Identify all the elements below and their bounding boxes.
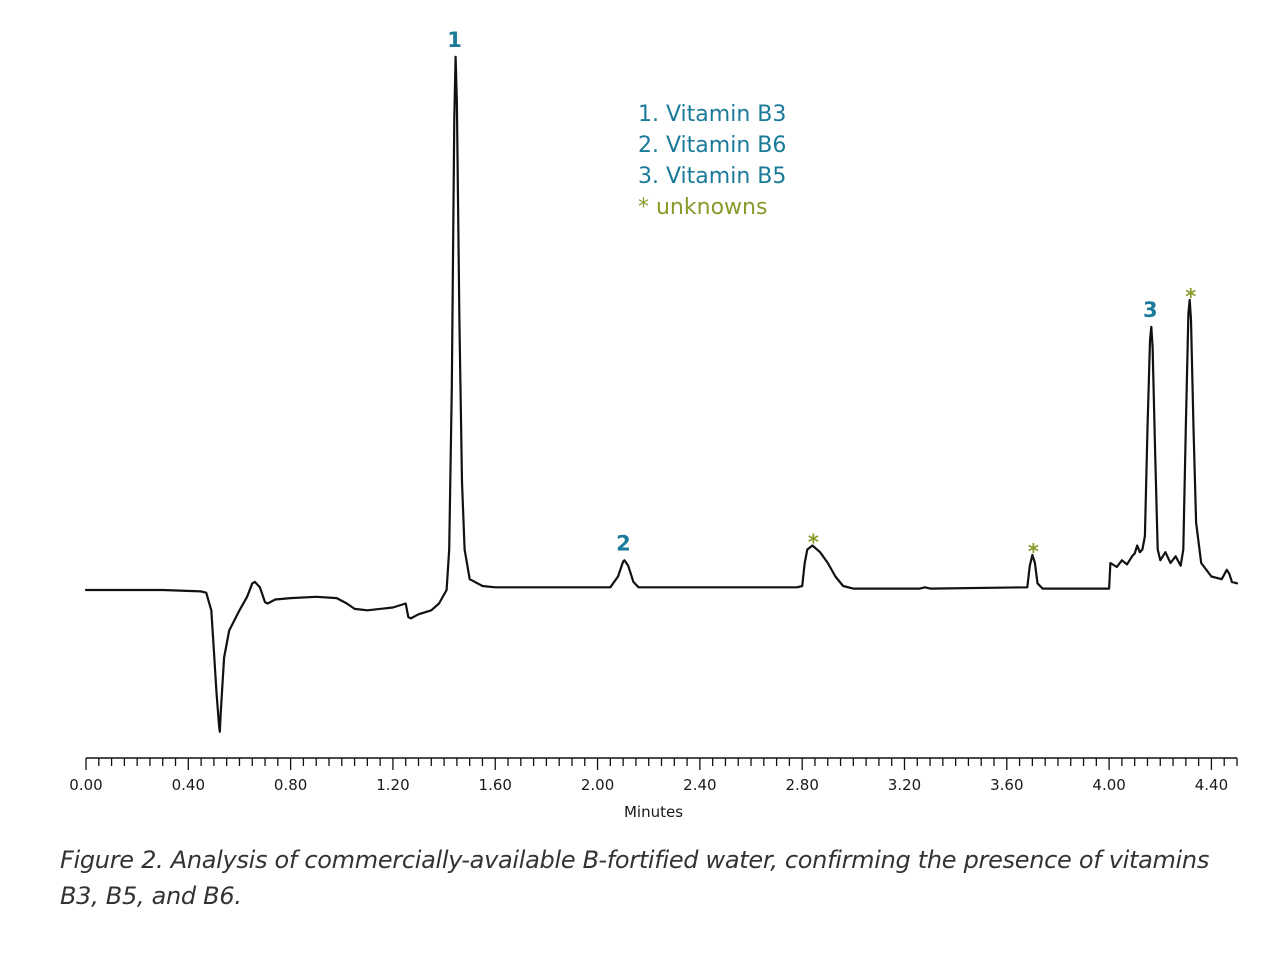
x-tick-label: 2.80 xyxy=(785,776,818,794)
legend-entry: * unknowns xyxy=(638,195,767,220)
peak-labels: 1 2 * * 3 * xyxy=(447,28,1196,564)
x-tick-label: 4.40 xyxy=(1195,776,1228,794)
vitamin-peak-label: 2 xyxy=(616,531,631,555)
vitamin-peak-label: 3 xyxy=(1143,298,1158,322)
x-tick-label: 0.00 xyxy=(69,776,102,794)
x-tick-label: 3.20 xyxy=(888,776,921,794)
chromatogram-chart: 0.00 0.40 0.80 1.20 1.60 2.00 2.40 2.80 3.20 3.60… xyxy=(69,28,1239,821)
x-tick-label: 0.40 xyxy=(172,776,205,794)
figure-caption: Figure 2. Analysis of commercially-avail… xyxy=(60,846,1210,910)
x-axis-title: Minutes xyxy=(624,803,683,821)
legend-entry: 1. Vitamin B3 xyxy=(638,102,786,127)
unknown-peak-label: * xyxy=(808,530,819,554)
x-tick-label: 4.00 xyxy=(1092,776,1125,794)
unknown-peak-label: * xyxy=(1185,285,1196,309)
x-tick-label: 2.40 xyxy=(683,776,716,794)
chromatogram-trace xyxy=(84,55,1239,733)
trace-layer xyxy=(84,55,1239,733)
x-tick-label: 1.60 xyxy=(479,776,512,794)
x-tick-label: 3.60 xyxy=(990,776,1023,794)
x-tick-label: 0.80 xyxy=(274,776,307,794)
x-tick-label: 1.20 xyxy=(376,776,409,794)
legend-entry: 3. Vitamin B5 xyxy=(638,164,786,189)
legend: 1. Vitamin B3 2. Vitamin B6 3. Vitamin B5 *… xyxy=(638,102,786,220)
vitamin-peak-label: 1 xyxy=(447,28,462,52)
x-axis: 0.00 0.40 0.80 1.20 1.60 2.00 2.40 2.80 3.20 3.60… xyxy=(69,757,1238,794)
unknown-peak-label: * xyxy=(1028,540,1039,564)
x-tick-label: 2.00 xyxy=(581,776,614,794)
legend-entry: 2. Vitamin B6 xyxy=(638,133,786,158)
